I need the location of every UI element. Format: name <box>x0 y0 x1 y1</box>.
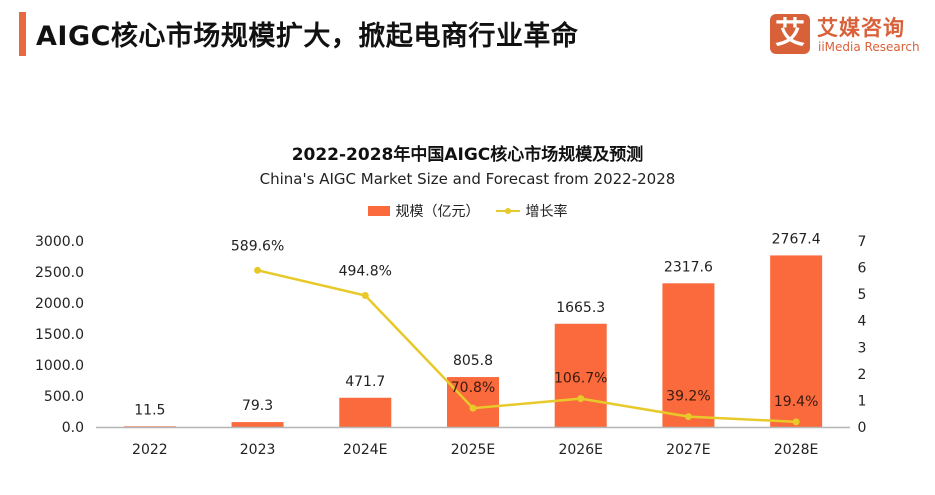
x-axis-tick-label: 2027E <box>666 442 710 458</box>
logo-name-en: iiMedia Research <box>818 40 920 54</box>
bar <box>447 377 499 427</box>
right-axis-tick-label: 3 <box>858 340 867 356</box>
chart-subtitle: China's AIGC Market Size and Forecast fr… <box>259 170 676 188</box>
bar <box>554 323 607 427</box>
growth-rate-label: 70.8% <box>451 380 495 396</box>
growth-rate-point <box>254 266 262 274</box>
growth-rate-label: 494.8% <box>339 264 392 280</box>
bar-value-label: 805.8 <box>453 353 493 369</box>
bar-value-label: 79.3 <box>242 398 273 414</box>
title-accent-bar <box>19 12 26 56</box>
bar <box>231 422 284 427</box>
left-axis-tick-label: 2500.0 <box>35 265 84 281</box>
bar-value-label: 2767.4 <box>772 231 821 247</box>
x-axis-tick-label: 2024E <box>343 442 387 458</box>
logo-name-cn: 艾媒咨询 <box>817 16 905 40</box>
legend-line-swatch-icon <box>495 206 520 216</box>
growth-rate-point <box>792 418 800 426</box>
legend-label-size: 规模（亿元） <box>395 204 480 220</box>
growth-rate-line <box>257 269 797 424</box>
chart-legend: 规模（亿元） 增长率 <box>0 201 935 221</box>
legend-bar-swatch-icon <box>367 206 390 216</box>
left-axis-tick-label: 0.0 <box>62 420 84 436</box>
x-axis-tick-label: 2026E <box>558 442 602 458</box>
bar-value-label: 1665.3 <box>556 300 605 316</box>
bar-value-label: 11.5 <box>134 402 165 418</box>
growth-rate-point <box>577 395 585 403</box>
left-axis-tick-label: 3000.0 <box>35 234 84 250</box>
left-axis-tick-label: 1500.0 <box>35 327 84 343</box>
growth-rate-label: 106.7% <box>554 371 607 387</box>
bar <box>339 397 392 427</box>
right-axis-tick-label: 0 <box>858 420 867 436</box>
right-axis-tick-label: 2 <box>858 367 867 383</box>
x-axis-tick-label: 2023 <box>240 442 276 458</box>
chart-title: 2022-2028年中国AIGC核心市场规模及预测 <box>291 145 644 165</box>
growth-rate-point <box>469 404 477 412</box>
x-axis-tick-label: 2022 <box>132 442 168 458</box>
right-axis-tick-label: 5 <box>858 287 867 303</box>
bar <box>662 283 715 427</box>
right-axis-tick-label: 1 <box>858 393 867 409</box>
growth-rate-label: 19.4% <box>774 394 818 410</box>
bar-value-label: 2317.6 <box>664 259 713 275</box>
logo-mark-icon: 艾 <box>770 14 810 54</box>
right-axis-tick-label: 6 <box>858 261 867 277</box>
legend-item-size: 规模（亿元） <box>367 201 480 221</box>
growth-rate-label: 589.6% <box>231 238 284 254</box>
left-axis-tick-label: 500.0 <box>44 389 84 405</box>
growth-rate-label: 39.2% <box>666 389 710 405</box>
bar-value-label: 471.7 <box>345 374 385 390</box>
right-axis-tick-label: 7 <box>858 234 867 250</box>
page-title: AIGC核心市场规模扩大，掀起电商行业革命 <box>36 21 579 52</box>
bar <box>770 255 823 427</box>
growth-rate-point <box>361 292 369 300</box>
iimedia-logo: 艾 艾媒咨询 iiMedia Research <box>770 12 930 58</box>
legend-item-growth: 增长率 <box>495 201 568 221</box>
x-axis-tick-label: 2025E <box>451 442 495 458</box>
x-axis-tick-label: 2028E <box>774 442 818 458</box>
bar <box>123 426 176 427</box>
left-axis-tick-label: 1000.0 <box>35 358 84 374</box>
right-axis-tick-label: 4 <box>858 314 867 330</box>
left-axis-tick-label: 2000.0 <box>35 296 84 312</box>
legend-label-growth: 增长率 <box>525 204 568 220</box>
growth-rate-point <box>684 413 692 421</box>
